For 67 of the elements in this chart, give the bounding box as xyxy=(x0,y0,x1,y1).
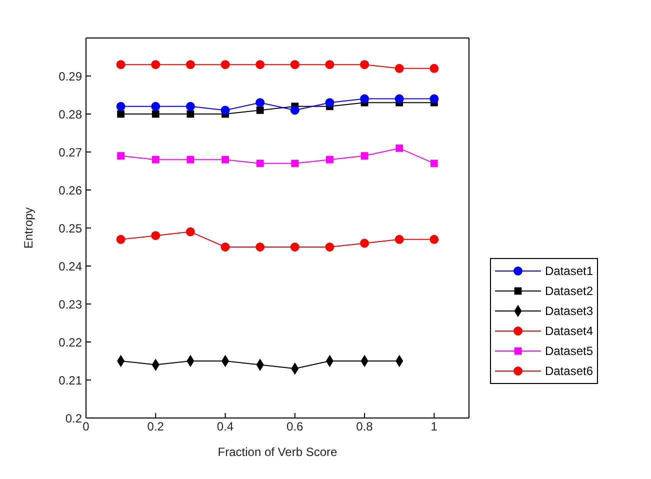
point xyxy=(152,110,160,118)
point xyxy=(186,60,195,70)
y-tick-label: 0.28 xyxy=(58,107,82,122)
x-tick-label: 0.8 xyxy=(356,420,374,434)
point xyxy=(186,227,195,236)
point xyxy=(360,94,370,104)
point xyxy=(394,234,404,244)
legend-label: Dataset6 xyxy=(544,364,593,378)
point xyxy=(256,242,265,252)
point xyxy=(151,102,160,111)
y-tick-label: 0.29 xyxy=(58,69,82,84)
y-tick-label: 0.27 xyxy=(58,145,82,160)
point xyxy=(430,160,438,168)
legend-label: Dataset1 xyxy=(544,264,593,278)
x-tick-label: 0.4 xyxy=(216,420,234,434)
point xyxy=(117,110,125,118)
point xyxy=(186,102,195,111)
point xyxy=(290,106,300,115)
point xyxy=(256,160,264,168)
point xyxy=(116,60,126,70)
point xyxy=(290,242,300,252)
point xyxy=(430,234,439,244)
point xyxy=(152,156,160,164)
y-tick-label: 0.26 xyxy=(58,183,82,198)
y-tick-label: 0.23 xyxy=(58,297,82,312)
point xyxy=(360,238,370,248)
y-tick-label: 0.22 xyxy=(58,335,82,350)
point xyxy=(256,106,264,114)
point xyxy=(291,160,299,168)
point xyxy=(326,156,334,164)
point xyxy=(220,242,230,252)
point xyxy=(117,152,125,160)
point xyxy=(220,106,230,115)
point xyxy=(360,60,370,70)
x-tick-label: 0.6 xyxy=(286,420,304,434)
point xyxy=(394,64,404,73)
point xyxy=(325,60,334,70)
x-tick-label: 0.2 xyxy=(147,420,164,434)
point xyxy=(325,98,334,108)
point xyxy=(394,94,404,104)
x-axis-title: Fraction of Verb Score xyxy=(218,445,338,459)
point xyxy=(290,60,300,70)
x-tick-label: 0 xyxy=(82,420,90,434)
point xyxy=(256,60,265,70)
point xyxy=(325,242,334,252)
point xyxy=(186,110,194,118)
legend-label: Dataset3 xyxy=(544,304,593,318)
point xyxy=(151,60,160,70)
point xyxy=(220,60,230,70)
point xyxy=(430,94,439,104)
y-axis-title: Entropy xyxy=(21,207,36,249)
point xyxy=(116,234,126,244)
point xyxy=(360,152,368,160)
legend-label: Dataset4 xyxy=(544,324,593,338)
point xyxy=(430,64,439,73)
y-tick-label: 0.21 xyxy=(58,373,82,388)
legend-label: Dataset2 xyxy=(544,284,593,298)
point xyxy=(116,102,126,111)
point xyxy=(396,144,404,152)
y-tick-label: 0.24 xyxy=(58,259,82,274)
point xyxy=(186,156,194,164)
point xyxy=(222,156,229,164)
point xyxy=(151,231,160,240)
point xyxy=(256,98,265,108)
legend-label: Dataset5 xyxy=(544,344,593,358)
y-tick-label: 0.25 xyxy=(58,221,82,236)
x-tick-label: 1 xyxy=(430,420,438,434)
